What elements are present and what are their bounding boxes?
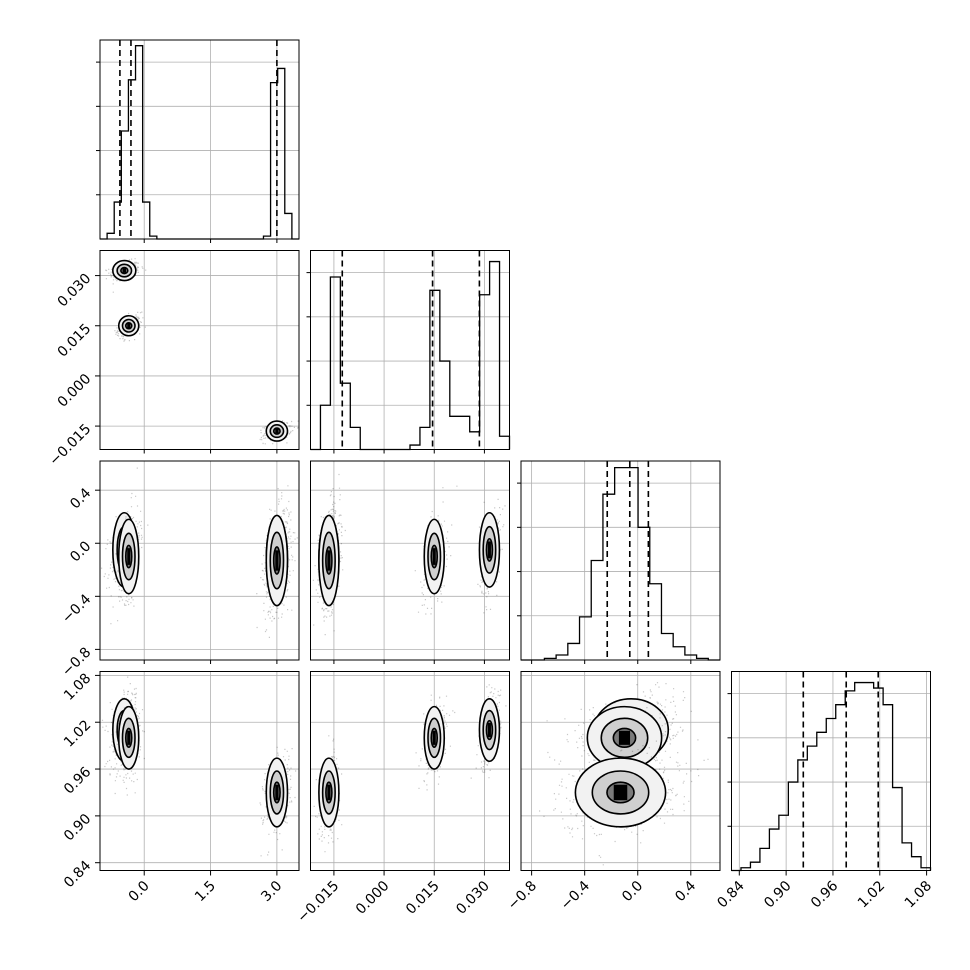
scatter-points xyxy=(539,682,709,866)
x-tick-label-3: 0.96 xyxy=(808,878,841,911)
panel-frame xyxy=(520,671,721,871)
scatter-points xyxy=(105,258,299,450)
panel-frame xyxy=(99,250,300,450)
density-peak xyxy=(127,548,131,565)
x-tick-label-2: −0.8 xyxy=(505,878,540,913)
scatter-panel-3-1 xyxy=(310,671,510,871)
x-tick-label-3: 1.08 xyxy=(902,878,935,911)
hist-panel-3 xyxy=(727,671,932,872)
scatter-panel-2-0 xyxy=(99,460,300,661)
panel-frame xyxy=(310,671,510,871)
panel-frame xyxy=(310,250,510,450)
y-tick-label-3: 0.90 xyxy=(61,811,94,844)
y-tick-label-2: −0.8 xyxy=(59,644,94,679)
x-tick-label-3: 0.90 xyxy=(761,878,794,911)
y-tick-label-3: 0.96 xyxy=(61,764,94,797)
density-peak xyxy=(127,323,131,329)
x-tick-label-0: 0.0 xyxy=(126,878,153,905)
density-peak xyxy=(613,784,628,801)
panel-frame xyxy=(99,460,300,661)
density-peak xyxy=(327,784,331,801)
panel-frame xyxy=(310,460,510,661)
y-tick-label-2: 0.0 xyxy=(67,538,94,565)
y-tick-label-1: 0.015 xyxy=(55,321,95,361)
y-tick-label-1: −0.015 xyxy=(46,421,94,469)
density-peak xyxy=(618,730,631,745)
x-tick-label-3: 0.84 xyxy=(714,878,747,911)
x-tick-label-1: −0.015 xyxy=(294,878,342,926)
x-tick-label-0: 1.5 xyxy=(192,878,219,905)
density-peak xyxy=(122,268,127,273)
density-peak xyxy=(275,428,279,434)
density-peak xyxy=(327,550,331,571)
density-peak xyxy=(487,723,491,738)
scatter-cloud xyxy=(256,492,298,633)
density-peak xyxy=(432,730,436,745)
density-peak xyxy=(432,548,436,565)
panel-frame xyxy=(99,671,300,871)
density-peak xyxy=(275,550,279,571)
panel-frame xyxy=(731,671,931,871)
x-tick-label-2: 0.0 xyxy=(619,878,646,905)
x-tick-label-2: −0.4 xyxy=(558,878,593,913)
scatter-panel-1-0 xyxy=(99,250,300,450)
scatter-points xyxy=(313,684,507,853)
panel-frame xyxy=(99,39,300,240)
scatter-points xyxy=(101,467,298,638)
x-tick-label-1: 0.030 xyxy=(453,878,493,918)
density-peak xyxy=(275,784,279,801)
hist-step-line xyxy=(521,466,720,661)
hist-panel-2 xyxy=(517,460,721,661)
scatter-points xyxy=(312,473,506,636)
y-tick-label-3: 0.84 xyxy=(61,858,94,891)
hist-step-line xyxy=(100,45,299,240)
scatter-cloud xyxy=(114,311,146,342)
x-tick-label-1: 0.015 xyxy=(403,878,443,918)
y-tick-label-1: 0.030 xyxy=(55,271,95,311)
scatter-points xyxy=(101,676,297,857)
y-tick-label-3: 1.02 xyxy=(61,717,94,750)
hist-panel-0 xyxy=(96,39,300,240)
scatter-panel-3-0 xyxy=(99,671,300,871)
scatter-panel-2-1 xyxy=(310,460,510,661)
density-peak xyxy=(127,730,131,745)
y-tick-label-1: 0.000 xyxy=(55,371,95,411)
hist-step-line xyxy=(310,260,511,451)
panel-frame xyxy=(520,460,721,661)
hist-panel-1 xyxy=(306,250,511,451)
y-tick-label-2: 0.4 xyxy=(67,485,94,512)
hist-step-line xyxy=(731,681,932,872)
y-tick-label-2: −0.4 xyxy=(59,591,94,626)
density-peak xyxy=(487,541,491,559)
scatter-panel-3-2 xyxy=(520,671,721,871)
x-tick-label-0: 3.0 xyxy=(258,878,285,905)
x-tick-label-3: 1.02 xyxy=(855,878,888,911)
x-tick-label-2: 0.4 xyxy=(672,878,699,905)
x-tick-label-1: 0.000 xyxy=(353,878,393,918)
